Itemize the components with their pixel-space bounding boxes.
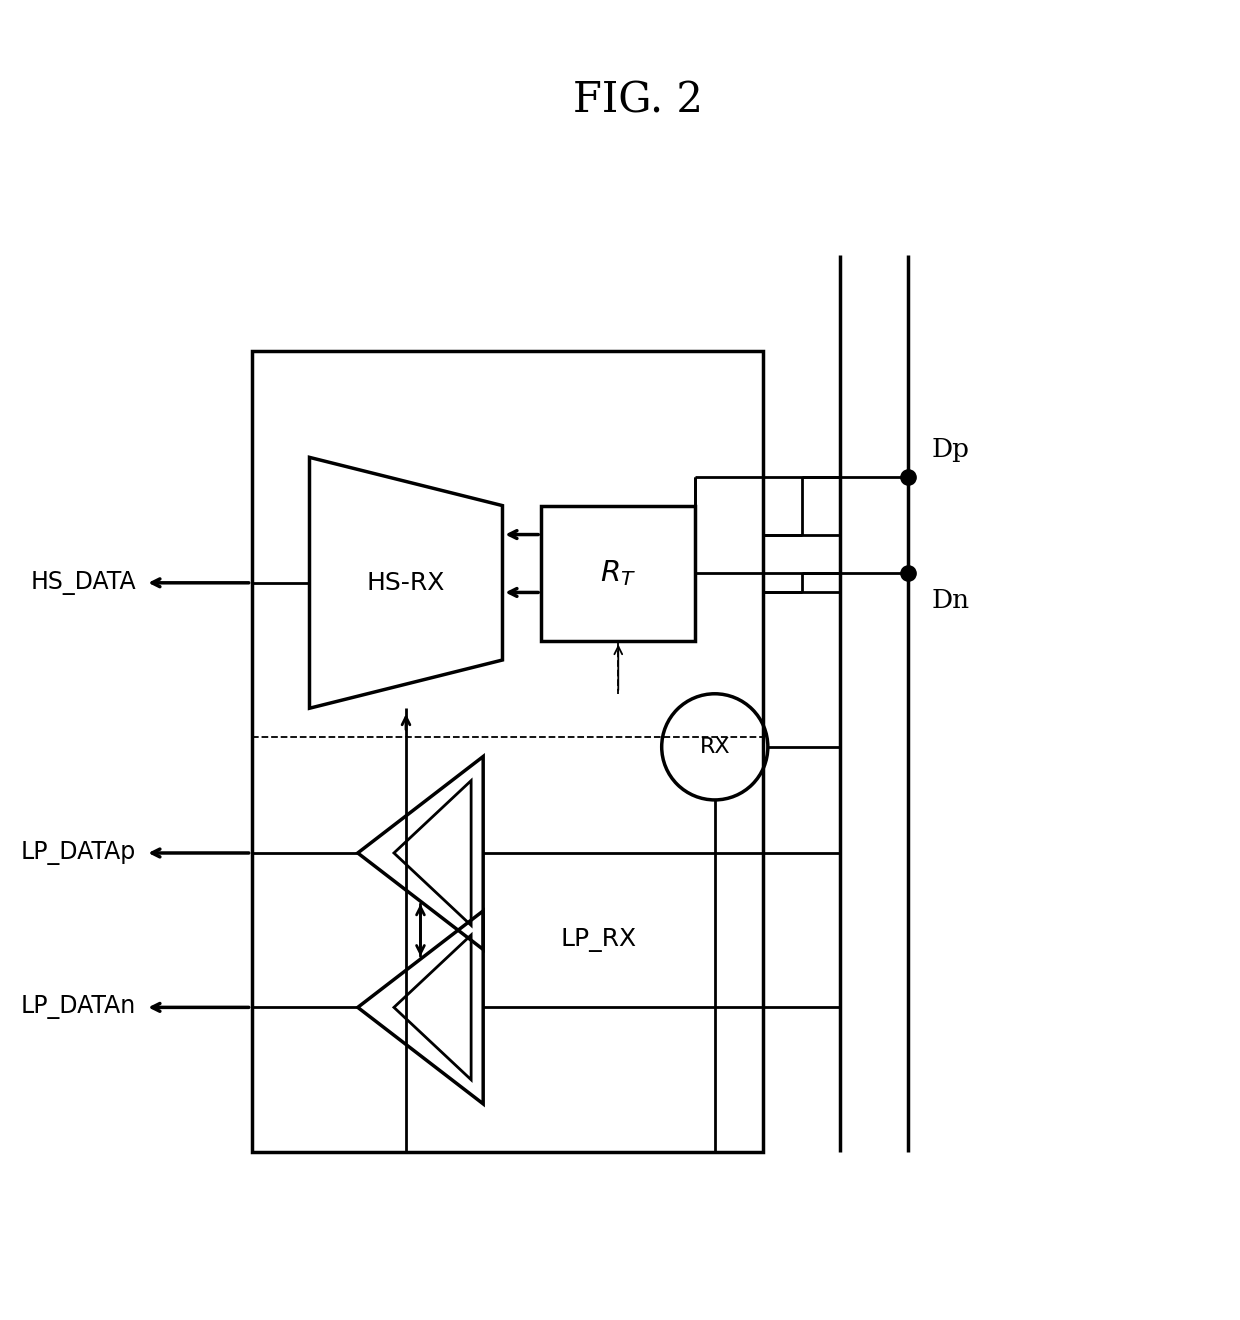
Text: LP_RX: LP_RX [560,928,637,952]
Text: Dp: Dp [932,437,970,462]
Text: LP_DATAn: LP_DATAn [21,995,136,1019]
Text: RX: RX [699,737,730,756]
Text: $R_T$: $R_T$ [600,558,636,587]
Text: LP_DATAp: LP_DATAp [21,841,136,865]
Text: Dn: Dn [932,587,970,612]
Text: FIG. 2: FIG. 2 [573,79,703,121]
Text: HS-RX: HS-RX [367,570,445,595]
Text: HS_DATA: HS_DATA [30,570,136,595]
